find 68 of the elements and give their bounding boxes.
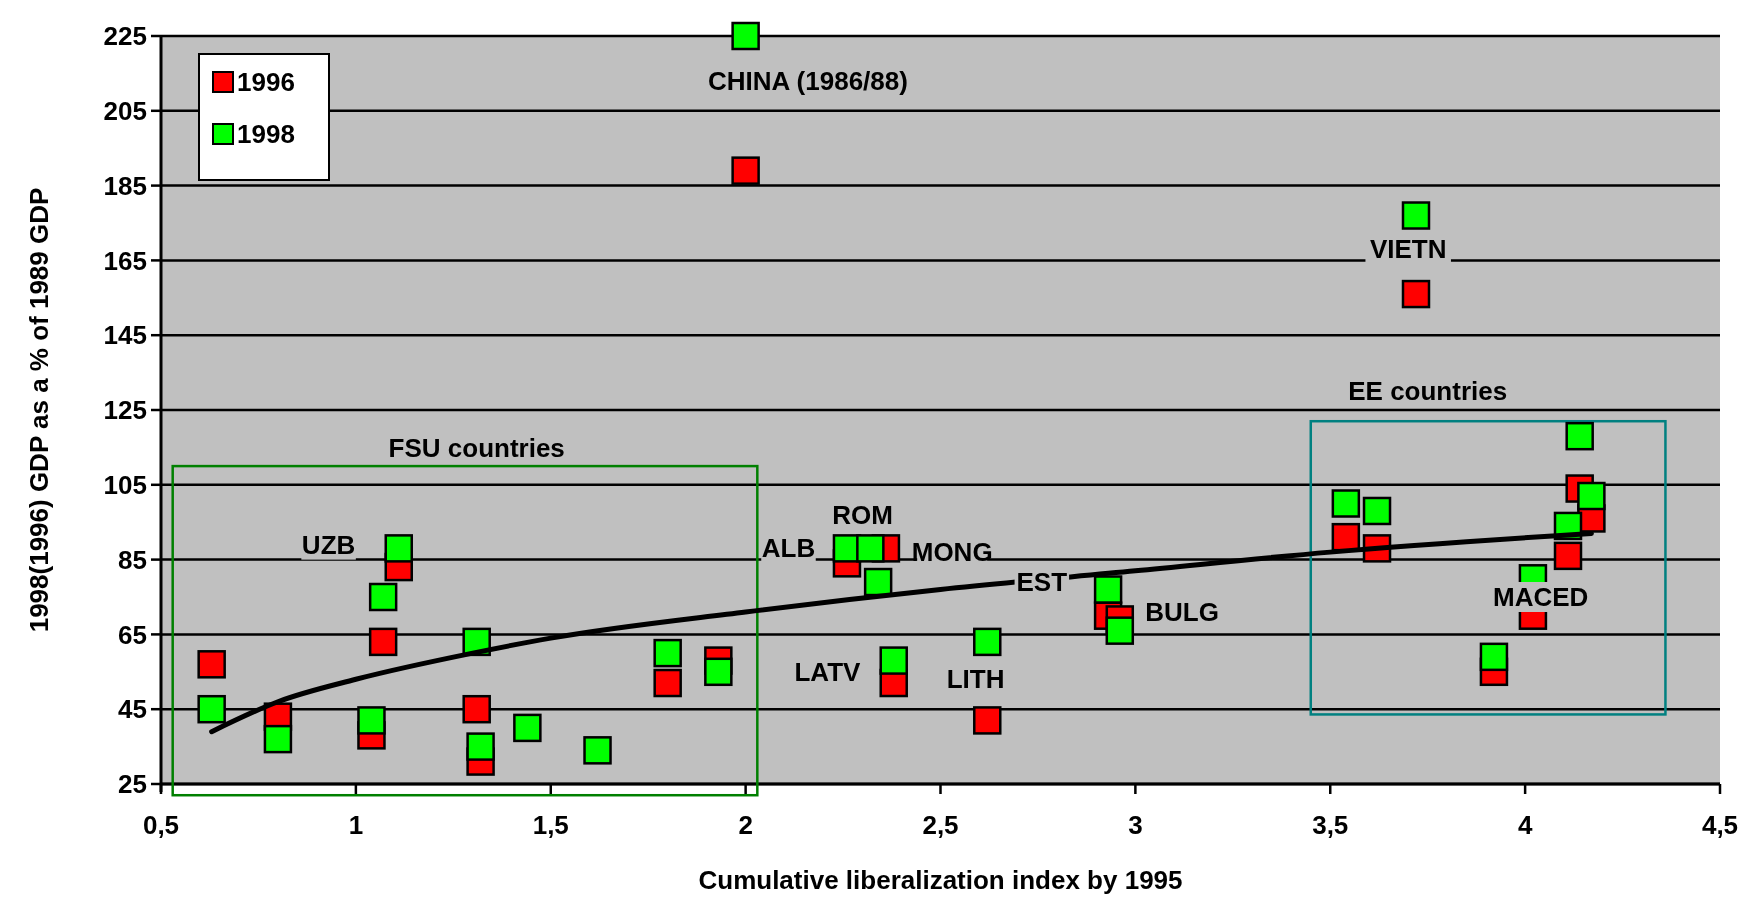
- annotation: EST: [1016, 567, 1068, 598]
- y-tick-label: 65: [118, 619, 147, 650]
- point: [513, 713, 542, 743]
- point: [462, 694, 491, 724]
- annotation: MONG: [911, 537, 993, 568]
- x-tick-label: 3: [1128, 810, 1143, 840]
- annotation: ALB: [761, 533, 816, 564]
- point: [1401, 279, 1431, 309]
- y-tick-label: 225: [103, 21, 147, 52]
- annotation: BULG: [1145, 597, 1219, 628]
- x-tick-label: 3,5: [1312, 810, 1349, 840]
- point: [466, 732, 495, 761]
- x-tick-label: 1,5: [532, 810, 569, 840]
- point: [856, 534, 885, 563]
- annotation: VIETN: [1369, 234, 1447, 265]
- annotation: MACED: [1493, 582, 1589, 613]
- y-tick-label: 85: [118, 544, 147, 575]
- point: [263, 724, 293, 754]
- point: [1479, 642, 1509, 672]
- y-tick-label: 185: [103, 170, 147, 201]
- annotation: UZB: [301, 529, 356, 560]
- point: [368, 627, 398, 657]
- point: [357, 706, 386, 735]
- annotation: LITH: [946, 664, 1005, 695]
- point: [973, 706, 1002, 735]
- point: [197, 694, 226, 724]
- point: [384, 534, 413, 563]
- x-tick-label: 2: [738, 810, 753, 840]
- legend-label: 1996: [237, 67, 295, 98]
- y-tick-label: 45: [118, 694, 147, 725]
- y-tick-label: 145: [103, 320, 147, 351]
- x-tick-label: 2,5: [922, 810, 959, 840]
- point: [704, 657, 733, 687]
- y-tick-label: 205: [103, 95, 147, 126]
- x-tick-label: 0,5: [142, 810, 180, 840]
- annotation: CHINA (1986/88): [708, 65, 908, 96]
- annotation: EE countries: [1348, 376, 1508, 407]
- point: [731, 156, 760, 185]
- point: [863, 567, 893, 597]
- point: [583, 736, 612, 765]
- point: [1362, 496, 1392, 526]
- point: [653, 668, 682, 698]
- point: [1105, 616, 1135, 645]
- annotation: LATV: [794, 656, 862, 687]
- y-tick-label: 105: [103, 469, 147, 500]
- x-tick-label: 1: [348, 810, 364, 840]
- point: [197, 650, 226, 679]
- y-tick-label: 165: [103, 245, 147, 276]
- x-tick-label: 4,5: [1701, 810, 1739, 840]
- point: [368, 582, 398, 612]
- point: [879, 646, 908, 675]
- point: [1401, 201, 1431, 230]
- annotation: ROM: [832, 499, 893, 530]
- point: [731, 21, 760, 51]
- point: [653, 638, 682, 668]
- point: [1577, 481, 1606, 511]
- x-axis-title: Cumulative liberalization index by 1995: [698, 865, 1183, 895]
- point: [1093, 575, 1123, 604]
- point: [1331, 489, 1361, 518]
- annotation: FSU countries: [388, 432, 565, 463]
- point: [1565, 421, 1594, 451]
- y-axis-title: 1998(1996) GDP as a % of 1989 GDP: [24, 187, 54, 633]
- y-tick-label: 25: [118, 769, 147, 800]
- point: [1553, 541, 1583, 571]
- x-tick-label: 4: [1517, 810, 1533, 840]
- point: [973, 627, 1002, 657]
- legend-label: 1998: [237, 119, 295, 150]
- y-tick-label: 125: [103, 395, 147, 426]
